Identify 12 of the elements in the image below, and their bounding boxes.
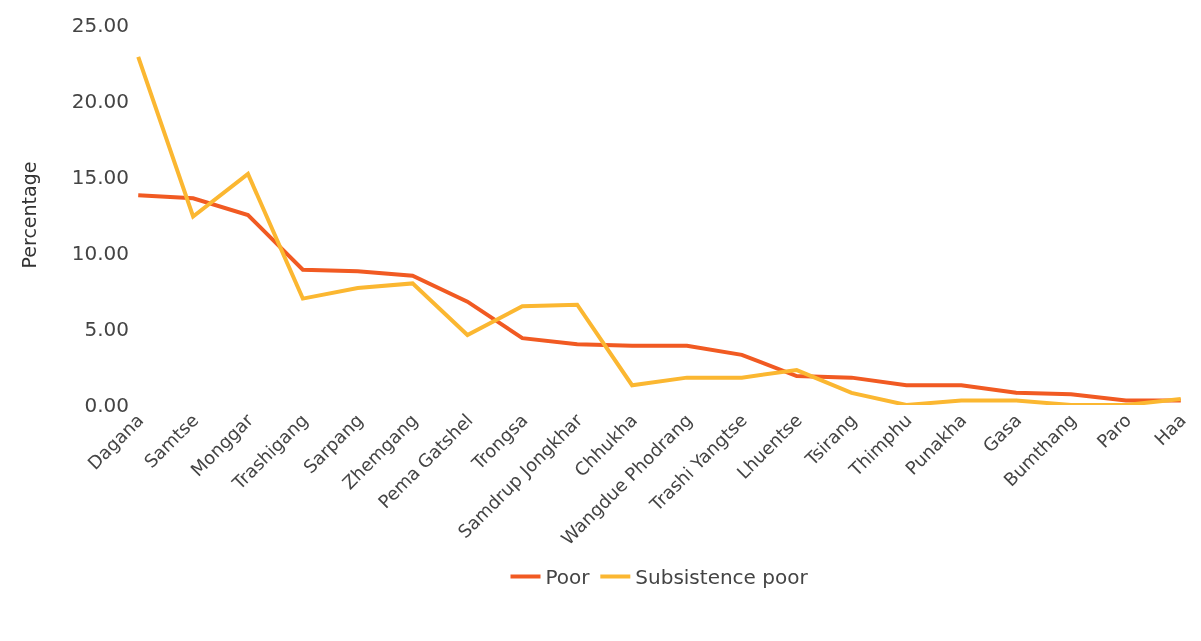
y-tick-label: 15.00 [71, 165, 129, 189]
y-tick-label: 25.00 [71, 13, 129, 37]
legend-label: Poor [545, 565, 591, 590]
line-series [136, 54, 1183, 405]
legend-label: Subsistence poor [635, 565, 809, 590]
y-axis-title: Percentage [17, 161, 40, 269]
y-tick-label: 0.00 [84, 393, 129, 417]
y-tick-label: 20.00 [71, 89, 129, 113]
line-series [136, 193, 1183, 403]
y-tick-label: 10.00 [71, 241, 129, 265]
x-tick-label: Haa [1149, 409, 1190, 450]
y-tick-label: 5.00 [84, 317, 129, 341]
